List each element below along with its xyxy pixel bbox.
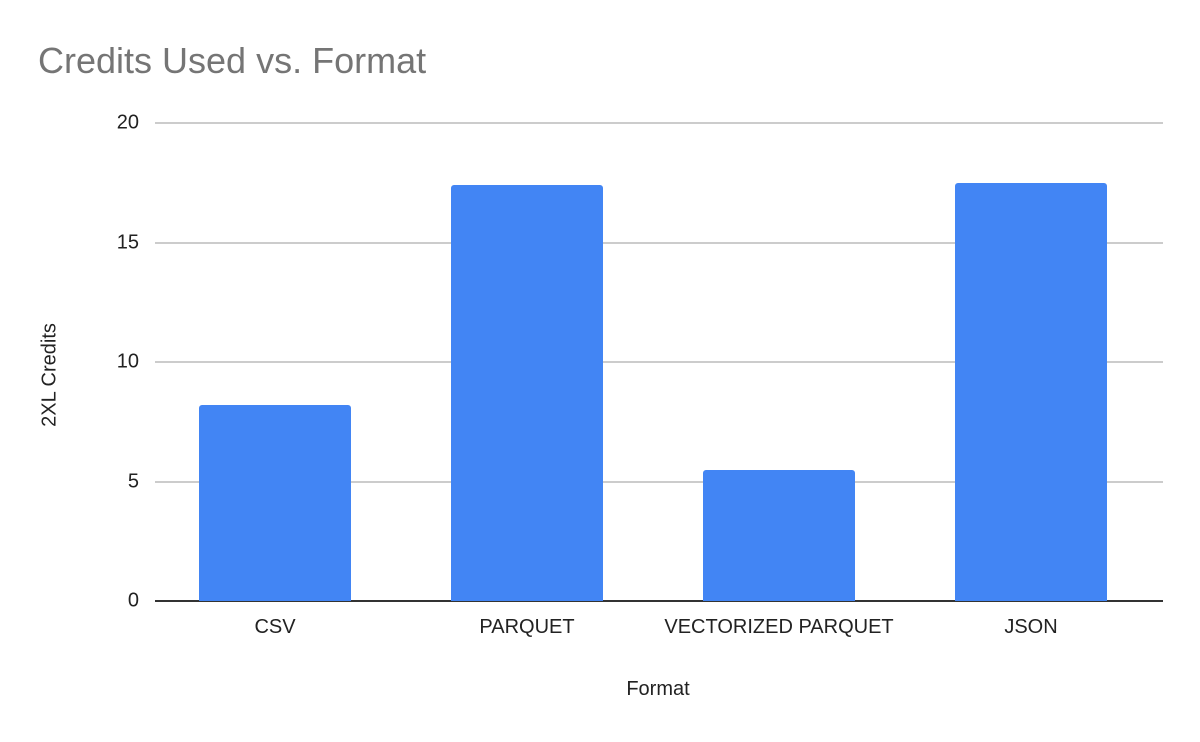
x-tick-label: PARQUET [479, 616, 575, 638]
gridline [155, 122, 1163, 124]
x-tick-label: VECTORIZED PARQUET [664, 616, 894, 638]
gridline [155, 241, 1163, 244]
bar-csv[interactable] [199, 405, 351, 601]
bar-json[interactable] [955, 182, 1107, 601]
gridline [155, 361, 1163, 363]
bar-parquet[interactable] [451, 185, 603, 601]
y-tick-label: 10 [116, 350, 139, 373]
y-tick-label: 15 [116, 231, 139, 253]
y-axis-label: 2XL Credits [38, 323, 61, 427]
y-tick-label: 20 [116, 111, 139, 134]
plot-area [155, 122, 1163, 602]
bar-vectorized-parquet[interactable] [703, 469, 855, 601]
x-tick-label: CSV [254, 616, 296, 638]
x-axis-line [155, 600, 1163, 602]
y-tick-label: 5 [127, 470, 139, 492]
x-axis-label: Format [626, 678, 690, 700]
chart-title: Credits Used vs. Format [38, 40, 427, 81]
x-tick-label: JSON [1004, 616, 1058, 638]
gridline [155, 480, 1163, 483]
y-tick-label: 0 [127, 589, 139, 612]
